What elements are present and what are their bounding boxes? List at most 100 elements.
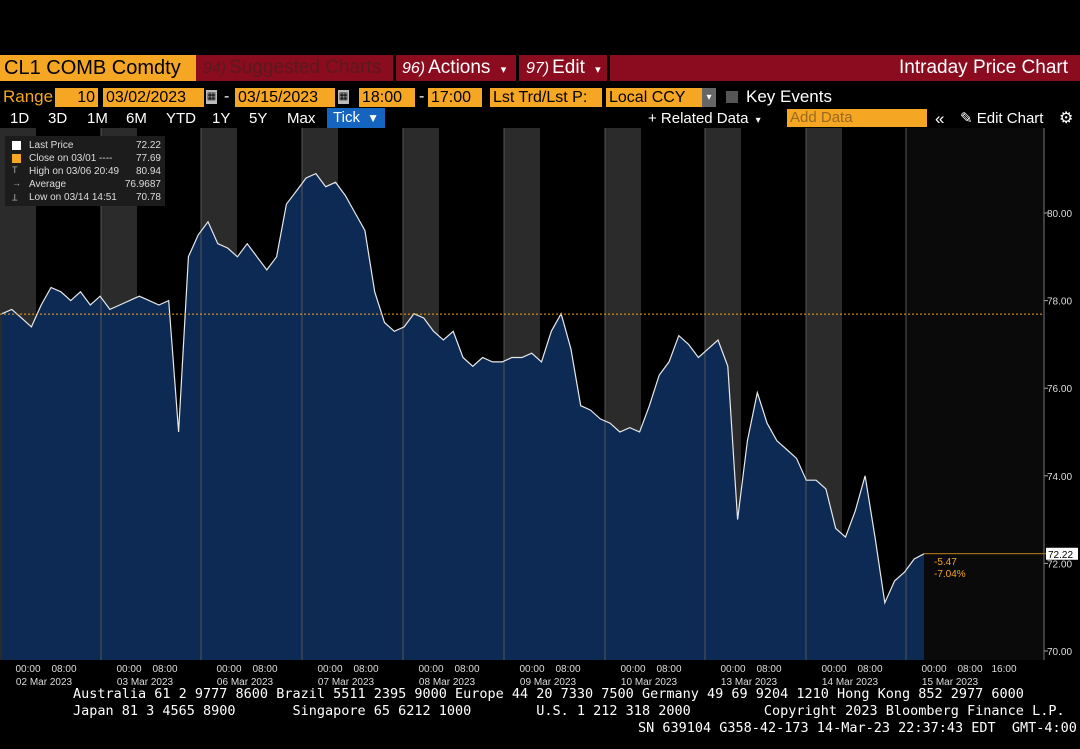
period-button-ytd[interactable]: YTD (166, 110, 196, 127)
time-dash: - (419, 88, 425, 105)
period-button-3d[interactable]: 3D (48, 110, 68, 127)
ticker-field[interactable]: CL1 COMB Comdty (0, 55, 196, 81)
suggested-charts-label: Suggested Charts (229, 57, 382, 78)
add-data-input[interactable]: Add Data (787, 109, 927, 127)
x-tick-time: 08:00 (353, 664, 378, 675)
edit-menu[interactable]: 97) Edit ▾ (526, 55, 601, 81)
start-time-input[interactable]: 18:00 (359, 88, 415, 107)
legend-row: T High on 03/06 20:49 80.94 (5, 165, 165, 178)
related-data-button[interactable]: + Related Data ▾ (648, 109, 761, 128)
key-events-label: Key Events (746, 87, 832, 106)
legend-value: 76.9687 (124, 179, 161, 190)
edit-label: Edit (552, 57, 585, 78)
x-axis: 00:00 08:00 02 Mar 2023 00:00 08:00 03 Mar 20… (15, 664, 1016, 688)
range-bars-input[interactable]: 10 (55, 88, 98, 107)
legend-key: Close on 03/01 ---- (29, 153, 113, 164)
actions-dropdown-icon: ▾ (500, 64, 507, 76)
currency-dropdown-icon[interactable]: ▾ (702, 88, 716, 107)
legend-row: Close on 03/01 ---- 77.69 (5, 152, 165, 165)
x-tick-time: 08:00 (252, 664, 277, 675)
legend-row: T Low on 03/14 14:51 70.78 (5, 191, 165, 204)
y-tick-label: 74.00 (1047, 472, 1072, 483)
x-tick-time: 00:00 (317, 664, 342, 675)
x-tick-time: 00:00 (821, 664, 846, 675)
end-time-input[interactable]: 17:00 (428, 88, 482, 107)
end-date-input[interactable]: 03/15/2023 (235, 88, 335, 107)
x-tick-date: 06 Mar 2023 (217, 677, 274, 688)
x-tick-time: 08:00 (152, 664, 177, 675)
footer-contacts-line1: Australia 61 2 9777 8600 Brazil 5511 239… (73, 686, 1024, 702)
period-button-5y[interactable]: 5Y (249, 110, 268, 127)
change-absolute: -5.47 (934, 557, 957, 568)
x-tick-time: 08:00 (51, 664, 76, 675)
actions-menu[interactable]: 96) Actions ▾ (402, 55, 506, 81)
legend-row: Last Price 72.22 (5, 139, 165, 152)
title-separator (393, 55, 396, 81)
x-tick-time: 08:00 (555, 664, 580, 675)
gear-icon[interactable]: ⚙ (1059, 110, 1074, 127)
x-tick-time: 08:00 (454, 664, 479, 675)
future-region (906, 128, 1044, 660)
edit-chart-button[interactable]: ✎ Edit Chart (960, 109, 1043, 128)
x-tick-date: 03 Mar 2023 (117, 677, 174, 688)
x-tick-date: 15 Mar 2023 (922, 677, 979, 688)
low-marker-icon: T (12, 192, 18, 202)
start-date-input[interactable]: 03/02/2023 (103, 88, 204, 107)
x-tick-date: 10 Mar 2023 (621, 677, 678, 688)
edit-dropdown-icon: ▾ (595, 64, 601, 76)
last-price-badge (1046, 547, 1078, 560)
legend-key: Low on 03/14 14:51 (29, 192, 117, 203)
legend-value: 70.78 (135, 192, 161, 203)
pencil-icon: ✎ (960, 110, 973, 127)
actions-number: 96) (402, 60, 426, 77)
currency-select[interactable]: Local CCY (606, 88, 702, 107)
price-line (1, 172, 925, 605)
x-tick-time: 16:00 (991, 664, 1016, 675)
legend-value: 72.22 (135, 140, 161, 151)
price-field-select[interactable]: Lst Trd/Lst P: (490, 88, 602, 107)
legend-marker-icon (12, 154, 21, 163)
x-tick-time: 08:00 (656, 664, 681, 675)
x-tick-time: 00:00 (519, 664, 544, 675)
y-tick-label: 70.00 (1047, 647, 1072, 658)
period-button-1m[interactable]: 1M (87, 110, 108, 127)
x-tick-date: 07 Mar 2023 (318, 677, 375, 688)
x-tick-time: 08:00 (857, 664, 882, 675)
tick-button[interactable]: Tick ▼ (327, 108, 386, 128)
edit-number: 97) (526, 60, 550, 77)
calendar-icon[interactable]: ▦ (338, 90, 349, 104)
edit-chart-label: Edit Chart (976, 110, 1044, 127)
change-percent: -7.04% (934, 569, 966, 580)
y-tick-label: 80.00 (1047, 209, 1072, 220)
calendar-icon[interactable]: ▦ (206, 90, 217, 104)
title-separator (607, 55, 610, 81)
x-tick-time: 00:00 (620, 664, 645, 675)
legend-value: 80.94 (135, 166, 161, 177)
x-tick-time: 00:00 (418, 664, 443, 675)
title-separator (516, 55, 519, 81)
day-separators (100, 128, 907, 660)
period-button-6m[interactable]: 6M (126, 110, 147, 127)
suggested-charts-menu[interactable]: 94) Suggested Charts (203, 55, 381, 81)
collapse-icon[interactable]: « (935, 109, 945, 128)
x-tick-time: 00:00 (921, 664, 946, 675)
x-tick-time: 08:00 (957, 664, 982, 675)
period-button-1d[interactable]: 1D (10, 110, 30, 127)
legend-key: Average (29, 179, 67, 190)
legend-key: High on 03/06 20:49 (29, 166, 120, 177)
legend-marker-icon (12, 141, 21, 150)
legend-value: 77.69 (135, 153, 161, 164)
tick-dropdown-icon: ▼ (367, 111, 380, 125)
legend: Last Price 72.22 Close on 03/01 ---- 77.69 T… (5, 136, 165, 206)
period-button-1y[interactable]: 1Y (212, 110, 231, 127)
x-tick-date: 09 Mar 2023 (520, 677, 577, 688)
date-dash: - (224, 88, 230, 105)
actions-label: Actions (428, 57, 491, 78)
x-tick-time: 08:00 (756, 664, 781, 675)
period-button-max[interactable]: Max (287, 110, 316, 127)
key-events-checkbox[interactable] (726, 91, 738, 103)
x-tick-time: 00:00 (216, 664, 241, 675)
legend-key: Last Price (29, 140, 74, 151)
x-tick-date: 08 Mar 2023 (419, 677, 476, 688)
tick-label: Tick (333, 109, 360, 126)
